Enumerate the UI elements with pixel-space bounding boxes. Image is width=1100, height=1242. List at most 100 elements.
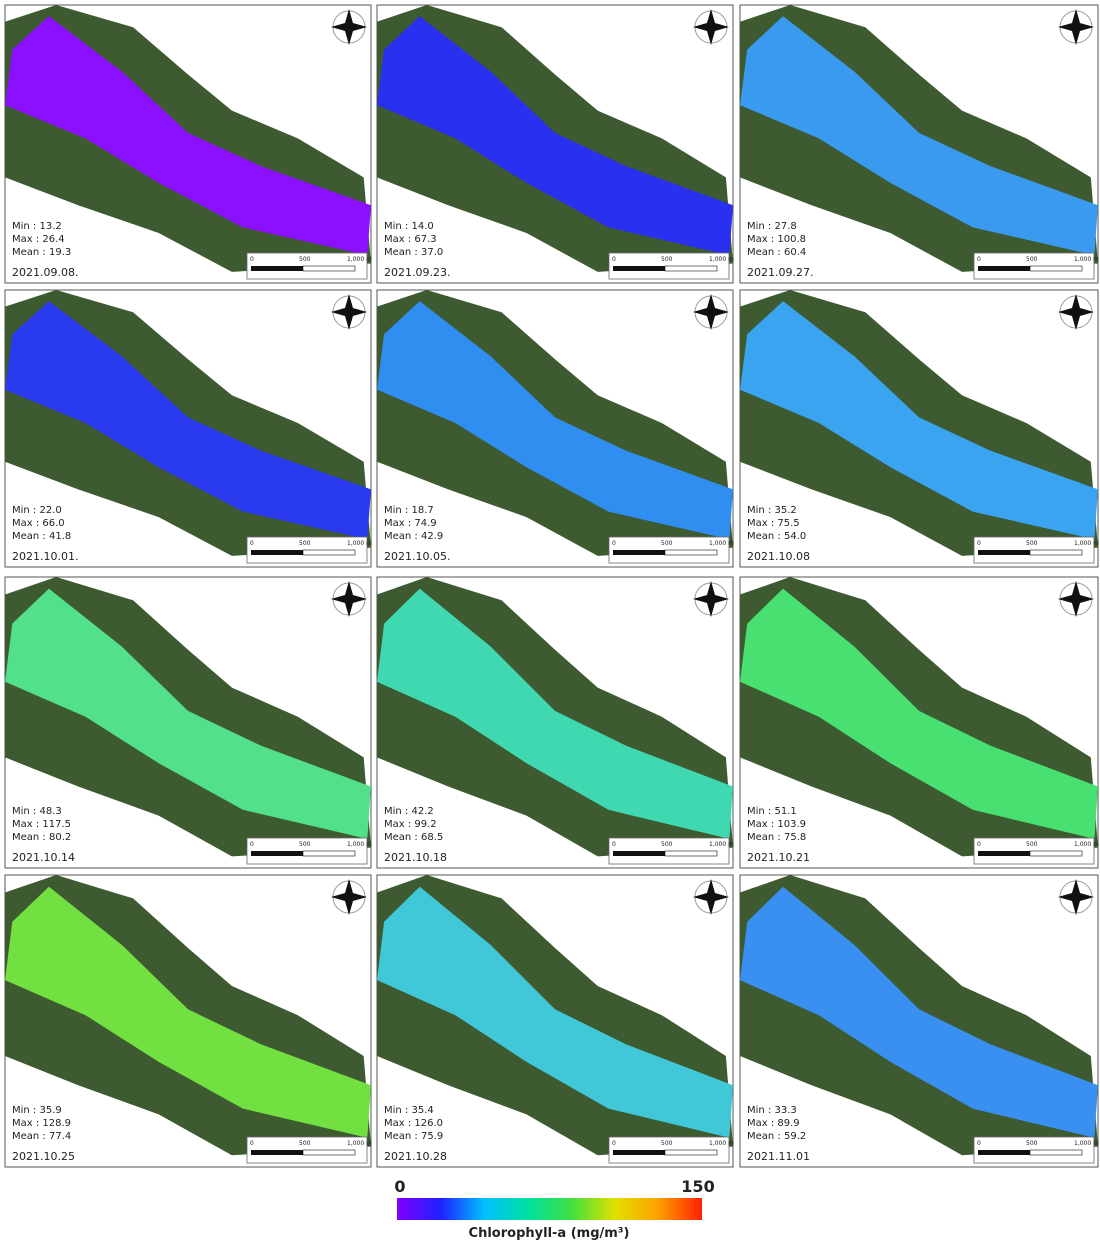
stat-text: Max : 75.5	[747, 518, 800, 529]
scale-label: 1,000 m	[347, 1140, 372, 1147]
stat-text: Min : 48.3	[12, 806, 62, 817]
stat-text: Max : 100.8	[747, 234, 806, 245]
scale-bar-black	[251, 851, 303, 856]
stat-text: Max : 89.9	[747, 1118, 800, 1129]
scale-bar-white	[665, 851, 717, 856]
stat-text: Mean : 68.5	[384, 832, 443, 843]
map-panel: Min : 35.2 Max : 75.5 Mean : 54.0 2021.10.0…	[740, 290, 1099, 567]
stat-text: Min : 42.2	[384, 806, 434, 817]
stat-text: Max : 117.5	[12, 819, 71, 830]
map-panel: Min : 27.8 Max : 100.8 Mean : 60.4 2021.09.…	[740, 5, 1099, 283]
map-panel: Min : 22.0 Max : 66.0 Mean : 41.8 2021.10.0…	[5, 290, 372, 567]
scale-bar-white	[303, 851, 355, 856]
scale-label: 1,000 m	[347, 841, 372, 848]
scale-bar-white	[1030, 550, 1082, 555]
stat-text: Max : 67.3	[384, 234, 437, 245]
stat-text: Mean : 60.4	[747, 247, 806, 258]
scale-bar-black	[251, 266, 303, 271]
scale-label: 1,000 m	[1074, 256, 1099, 263]
scale-bar-black	[251, 1150, 303, 1155]
stat-text: Mean : 41.8	[12, 531, 71, 542]
scale-label: 0	[250, 841, 254, 848]
scale-bar-white	[303, 266, 355, 271]
scale-label: 0	[977, 256, 981, 263]
stat-text: Max : 126.0	[384, 1118, 443, 1129]
scale-bar-black	[613, 266, 665, 271]
stat-text: Max : 74.9	[384, 518, 437, 529]
stat-text: Max : 66.0	[12, 518, 65, 529]
scale-label: 0	[612, 1140, 616, 1147]
scale-label: 500	[1026, 540, 1038, 547]
scale-bar-black	[978, 550, 1030, 555]
scale-label: 1,000 m	[1074, 841, 1099, 848]
scale-label: 0	[977, 1140, 981, 1147]
scale-label: 0	[977, 841, 981, 848]
legend-min: 0	[394, 1177, 405, 1196]
scale-bar-white	[665, 1150, 717, 1155]
scale-label: 1,000 m	[347, 256, 372, 263]
scale-label: 0	[977, 540, 981, 547]
scale-label: 500	[299, 256, 311, 263]
stat-text: Mean : 42.9	[384, 531, 443, 542]
stat-text: Max : 26.4	[12, 234, 65, 245]
date-label: 2021.10.18	[384, 851, 447, 864]
stat-text: Mean : 19.3	[12, 247, 71, 258]
stat-text: Min : 35.2	[747, 505, 797, 516]
date-label: 2021.09.23.	[384, 266, 450, 279]
scale-label: 1,000 m	[709, 540, 734, 547]
scale-bar-white	[1030, 1150, 1082, 1155]
scale-bar-white	[665, 266, 717, 271]
stat-text: Mean : 75.8	[747, 832, 806, 843]
stat-text: Max : 103.9	[747, 819, 806, 830]
scale-bar-white	[1030, 266, 1082, 271]
date-label: 2021.10.08	[747, 550, 810, 563]
legend-title: Chlorophyll-a (mg/m³)	[469, 1226, 630, 1241]
date-label: 2021.10.14	[12, 851, 75, 864]
date-label: 2021.09.27.	[747, 266, 813, 279]
scale-label: 500	[299, 1140, 311, 1147]
scale-label: 1,000 m	[347, 540, 372, 547]
date-label: 2021.11.01	[747, 1150, 810, 1163]
scale-bar-black	[613, 851, 665, 856]
stat-text: Min : 35.9	[12, 1105, 62, 1116]
stat-text: Min : 27.8	[747, 221, 797, 232]
date-label: 2021.10.01.	[12, 550, 78, 563]
map-panel: Min : 42.2 Max : 99.2 Mean : 68.5 2021.10.1…	[377, 577, 734, 868]
scale-label: 500	[661, 256, 673, 263]
stat-text: Max : 99.2	[384, 819, 437, 830]
scale-label: 500	[1026, 841, 1038, 848]
stat-text: Mean : 59.2	[747, 1131, 806, 1142]
scale-label: 500	[661, 841, 673, 848]
stat-text: Mean : 77.4	[12, 1131, 71, 1142]
map-panel: Min : 51.1 Max : 103.9 Mean : 75.8 2021.10.…	[740, 577, 1099, 868]
scale-label: 500	[299, 540, 311, 547]
date-label: 2021.10.05.	[384, 550, 450, 563]
stat-text: Min : 13.2	[12, 221, 62, 232]
scale-label: 0	[250, 1140, 254, 1147]
scale-label: 500	[661, 540, 673, 547]
scale-label: 0	[612, 540, 616, 547]
legend-max: 150	[681, 1177, 714, 1196]
stat-text: Mean : 80.2	[12, 832, 71, 843]
stat-text: Min : 14.0	[384, 221, 434, 232]
scale-label: 0	[612, 841, 616, 848]
map-panel: Min : 48.3 Max : 117.5 Mean : 80.2 2021.10.…	[5, 577, 372, 868]
scale-label: 1,000 m	[709, 1140, 734, 1147]
colorbar	[397, 1198, 702, 1220]
stat-text: Max : 128.9	[12, 1118, 71, 1129]
scale-label: 1,000 m	[709, 256, 734, 263]
stat-text: Min : 51.1	[747, 806, 797, 817]
scale-label: 0	[250, 256, 254, 263]
scale-label: 500	[1026, 1140, 1038, 1147]
scale-label: 1,000 m	[1074, 1140, 1099, 1147]
figure: Min : 13.2Max : 26.4Mean : 19.32021.09.0…	[0, 0, 1100, 1242]
scale-label: 500	[1026, 256, 1038, 263]
stat-text: Min : 35.4	[384, 1105, 434, 1116]
stat-text: Min : 22.0	[12, 505, 62, 516]
map-panel: Min : 18.7Max : 74.9Mean : 42.92021.10.0…	[377, 290, 734, 567]
stat-text: Mean : 54.0	[747, 531, 806, 542]
date-label: 2021.10.21	[747, 851, 810, 864]
